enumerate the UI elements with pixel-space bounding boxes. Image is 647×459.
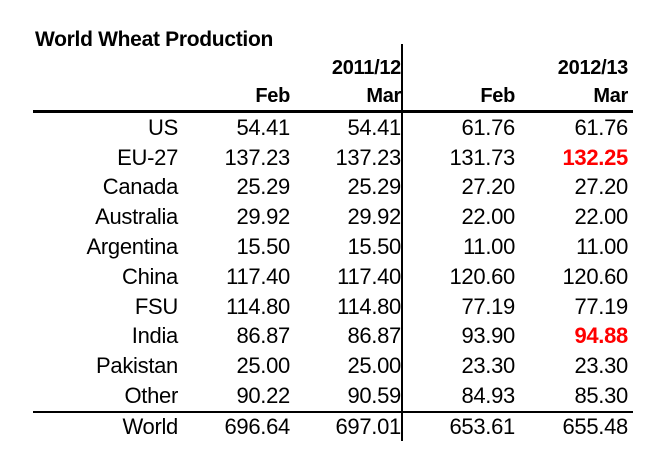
table-cell: 86.87: [236, 323, 290, 349]
table-row-china: China 117.40 117.40 120.60 120.60: [33, 261, 633, 292]
table-cell: 25.00: [290, 351, 403, 382]
row-label: Australia: [95, 204, 178, 230]
row-label: China: [122, 263, 178, 289]
table-row-pakistan: Pakistan 25.00 25.00 23.30 23.30: [33, 351, 633, 382]
table-cell: 131.73: [449, 144, 516, 170]
table-row-world-total: World 696.64 697.01 653.61 655.48: [33, 410, 633, 441]
row-label: US: [148, 114, 178, 140]
table-cell: 90.22: [236, 383, 290, 409]
table-cell: 117.40: [226, 263, 290, 289]
row-label: Other: [124, 383, 178, 409]
column-header: Mar: [290, 83, 403, 110]
table-cell: 61.76: [574, 114, 628, 140]
table-cell: 653.61: [449, 413, 516, 439]
group-header-2012-13: 2012/13: [557, 57, 629, 79]
table-row-eu27: EU-27 137.23 137.23 131.73 132.25: [33, 142, 633, 173]
row-label: Canada: [102, 174, 179, 200]
table-cell: 696.64: [224, 413, 291, 439]
table-cell: 86.87: [290, 321, 403, 352]
table-row-other: Other 90.22 90.59 84.93 85.30: [33, 381, 633, 411]
row-label: Argentina: [86, 234, 179, 260]
table-row-australia: Australia 29.92 29.92 22.00 22.00: [33, 202, 633, 233]
spacer-cell: [403, 44, 515, 83]
row-label: World: [122, 413, 178, 439]
table-cell: 25.29: [290, 172, 403, 203]
table-cell: 132.25: [562, 144, 629, 170]
table-row-argentina: Argentina 15.50 15.50 11.00 11.00: [33, 232, 633, 262]
table-cell: 22.00: [574, 204, 628, 230]
row-label: Pakistan: [96, 353, 178, 379]
table-row-india: India 86.87 86.87 93.90 94.88: [33, 321, 633, 352]
row-label: EU-27: [117, 144, 178, 170]
spacer-cell: [33, 44, 178, 83]
table-cell: 114.80: [290, 291, 403, 322]
table-cell: 137.23: [224, 144, 291, 170]
table-row-fsu: FSU 114.80 114.80 77.19 77.19: [33, 291, 633, 322]
table-cell: 117.40: [290, 261, 403, 292]
spacer-cell: [178, 44, 290, 83]
table-cell: 22.00: [461, 204, 515, 230]
table-cell: 114.80: [226, 293, 290, 319]
table-cell: 11.00: [576, 234, 628, 260]
table-cell: 697.01: [290, 412, 403, 441]
table-cell: 137.23: [290, 142, 403, 173]
table-cell: 77.19: [461, 293, 515, 319]
table-cell: 93.90: [461, 323, 515, 349]
table-cell: 23.30: [574, 353, 628, 379]
table-cell: 15.50: [290, 232, 403, 262]
table-row-us: US 54.41 54.41 61.76 61.76: [33, 113, 633, 143]
group-header-2011-12: 2011/12: [290, 44, 403, 83]
column-header: Feb: [480, 85, 515, 107]
table-cell: 90.59: [290, 381, 403, 411]
table-cell: 84.93: [461, 383, 515, 409]
row-label: FSU: [134, 293, 178, 319]
table-row-canada: Canada 25.29 25.29 27.20 27.20: [33, 172, 633, 203]
table-cell: 25.29: [236, 174, 290, 200]
row-label: India: [131, 323, 179, 349]
table-cell: 23.30: [461, 353, 515, 379]
table-cell: 11.00: [463, 234, 515, 260]
column-header: Feb: [255, 85, 290, 107]
table-cell: 27.20: [574, 174, 628, 200]
table-cell: 655.48: [562, 413, 629, 439]
page-title: World Wheat Production: [35, 28, 273, 51]
table-cell: 120.60: [562, 263, 629, 289]
table-cell: 77.19: [574, 293, 628, 319]
table-cell: 25.00: [236, 353, 290, 379]
column-header-row: Feb Mar Feb Mar: [33, 83, 633, 113]
table-cell: 94.88: [574, 323, 628, 349]
table-cell: 54.41: [236, 114, 290, 140]
wheat-production-table: 2011/12 2012/13 Feb Mar Feb Mar US 54.41…: [33, 44, 633, 441]
group-header-row: 2011/12 2012/13: [33, 44, 633, 83]
table-cell: 54.41: [290, 113, 403, 143]
table-cell: 61.76: [461, 114, 515, 140]
table-cell: 27.20: [461, 174, 515, 200]
table-cell: 29.92: [290, 202, 403, 233]
column-header: Mar: [593, 85, 628, 107]
spacer-cell: [33, 83, 178, 110]
table-cell: 120.60: [449, 263, 516, 289]
table-cell: 85.30: [574, 383, 628, 409]
table-cell: 15.50: [236, 234, 290, 260]
table-cell: 29.92: [236, 204, 290, 230]
